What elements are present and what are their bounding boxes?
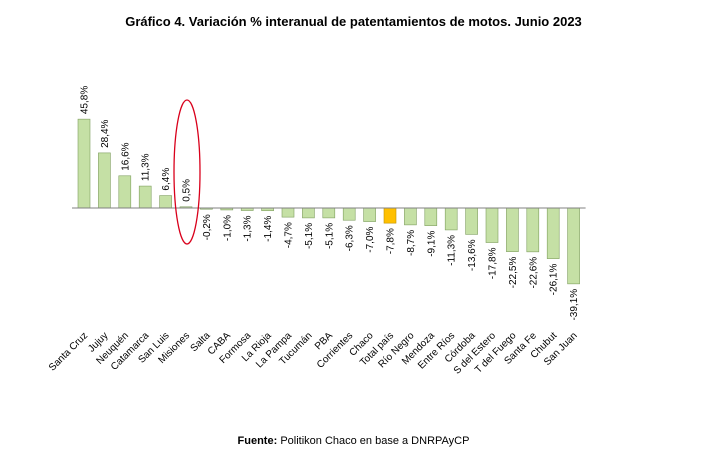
- highlight-ellipse: [173, 99, 201, 245]
- bar-neuquen: [118, 175, 132, 209]
- value-label-neuquen: 16,6%: [120, 142, 131, 170]
- value-label-cordoba: -13,6%: [467, 239, 478, 271]
- bar-cordoba: [465, 207, 478, 235]
- value-label-total-pais: -7,8%: [386, 228, 397, 254]
- bar-santa-cruz: [77, 118, 91, 209]
- bar-la-pampa: [281, 207, 295, 218]
- value-label-entre-rios: -11,3%: [447, 235, 458, 266]
- value-label-santa-fe: -22,6%: [528, 257, 539, 289]
- value-label-corrientes: -6,3%: [345, 225, 356, 251]
- value-label-san-luis: 6,4%: [161, 168, 172, 191]
- bar-san-juan: [567, 207, 580, 285]
- bar-santa-fe: [526, 207, 540, 253]
- bar-chubut: [546, 207, 560, 259]
- value-label-la-pampa: -4,7%: [284, 222, 295, 248]
- value-label-santa-cruz: 45,8%: [80, 86, 91, 114]
- value-label-la-rioja: -1,4%: [263, 216, 274, 242]
- value-label-salta: -0,2%: [202, 214, 213, 240]
- bar-entre-rios: [444, 207, 458, 231]
- bar-tucuman: [302, 207, 315, 219]
- value-label-caba: -1,0%: [222, 215, 233, 241]
- value-label-jujuy: 28,4%: [100, 119, 111, 147]
- bar-san-luis: [159, 195, 172, 209]
- bar-total-pais: [383, 207, 397, 224]
- value-label-mendoza: -9,1%: [426, 231, 437, 257]
- bar-s-del-estero: [485, 207, 499, 243]
- value-label-formosa: -1,3%: [243, 215, 254, 241]
- bar-pba: [322, 207, 336, 219]
- bar-chaco: [363, 207, 376, 222]
- bar-jujuy: [98, 152, 111, 209]
- value-label-s-del-estero: -17,8%: [488, 247, 499, 279]
- value-label-chubut: -26,1%: [549, 264, 560, 296]
- value-label-t-del-fuego: -22,5%: [508, 257, 519, 289]
- value-label-catamarca: 11,3%: [141, 153, 152, 181]
- bar-catamarca: [138, 185, 152, 209]
- bar-mendoza: [424, 207, 438, 226]
- bar-corrientes: [342, 207, 356, 221]
- chart-title: Gráfico 4. Variación % interanual de pat…: [125, 14, 582, 29]
- category-label-santa-cruz: Santa Cruz: [47, 330, 90, 373]
- bars-layer: [77, 118, 580, 285]
- bar-rio-negro: [404, 207, 417, 226]
- value-label-rio-negro: -8,7%: [406, 230, 417, 256]
- source-label: Fuente:: [237, 435, 278, 447]
- value-label-misiones: 0,5%: [182, 179, 193, 202]
- value-label-tucuman: -5,1%: [304, 223, 315, 249]
- value-label-pba: -5,1%: [324, 223, 335, 249]
- value-label-chaco: -7,0%: [365, 226, 376, 252]
- source-note: Fuente: Politikon Chaco en base a DNRPAy…: [0, 435, 707, 447]
- bar-t-del-fuego: [506, 207, 519, 252]
- labels-layer: 45,8%Santa Cruz28,4%Jujuy16,6%Neuquén11,…: [47, 86, 580, 377]
- source-text: Politikon Chaco en base a DNRPAyCP: [277, 435, 470, 447]
- value-label-san-juan: -39,1%: [569, 289, 580, 321]
